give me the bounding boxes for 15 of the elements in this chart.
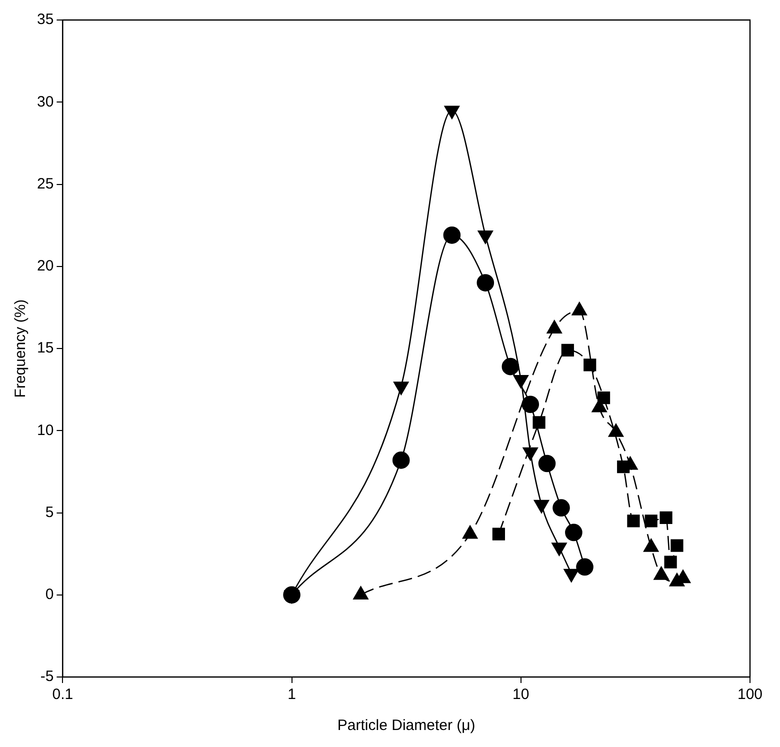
x-tick-label: 1 xyxy=(288,686,296,704)
y-tick-label: 20 xyxy=(36,258,54,275)
x-tick-label: 100 xyxy=(737,686,763,704)
y-tick-label: 30 xyxy=(36,93,54,110)
y-tick-label: 35 xyxy=(36,11,54,28)
x-axis-title: Particle Diameter (μ) xyxy=(337,717,476,734)
y-tick-label: 0 xyxy=(45,586,54,604)
y-tick-label: 10 xyxy=(36,422,54,439)
y-tick-label: 5 xyxy=(45,504,54,521)
x-tick-label: 0.1 xyxy=(52,686,74,704)
y-axis-title: Frequency (%) xyxy=(12,299,30,398)
x-tick-label: 10 xyxy=(512,686,530,704)
y-tick-label: 25 xyxy=(36,175,54,192)
y-tick-label: 15 xyxy=(36,340,54,357)
y-tick-label: -5 xyxy=(40,668,54,686)
